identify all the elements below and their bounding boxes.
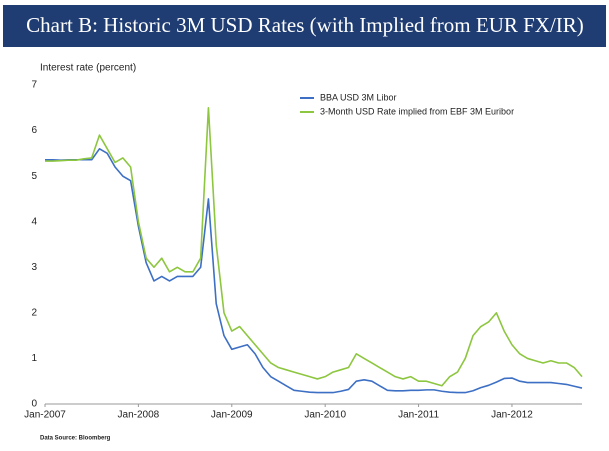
- y-axis-label: Interest rate (percent): [40, 63, 136, 74]
- y-tick-label: 6: [31, 125, 37, 136]
- x-tick-label: Jan-2009: [211, 410, 253, 421]
- y-tick-label: 7: [31, 80, 37, 91]
- x-tick-label: Jan-2011: [398, 410, 439, 421]
- legend-label: 3-Month USD Rate implied from EBF 3M Eur…: [320, 106, 514, 116]
- y-tick-label: 1: [31, 353, 37, 364]
- title-banner: [3, 5, 606, 47]
- y-tick-label: 0: [31, 399, 37, 410]
- source-note: Data Source: Bloomberg: [40, 436, 111, 442]
- y-tick-label: 4: [31, 216, 37, 227]
- y-tick-label: 2: [31, 307, 37, 318]
- legend-label: BBA USD 3M Libor: [320, 92, 397, 102]
- x-tick-label: Jan-2010: [304, 410, 346, 421]
- chart-title: Chart B: Historic 3M USD Rates (with Imp…: [26, 13, 584, 37]
- y-tick-label: 5: [31, 171, 37, 182]
- series-line: [45, 148, 583, 394]
- y-tick-label: 3: [31, 262, 37, 273]
- x-tick-label: Jan-2012: [491, 410, 533, 421]
- x-tick-label: Jan-2008: [118, 410, 160, 421]
- series-line: [45, 106, 583, 387]
- x-tick-label: Jan-2007: [24, 410, 66, 421]
